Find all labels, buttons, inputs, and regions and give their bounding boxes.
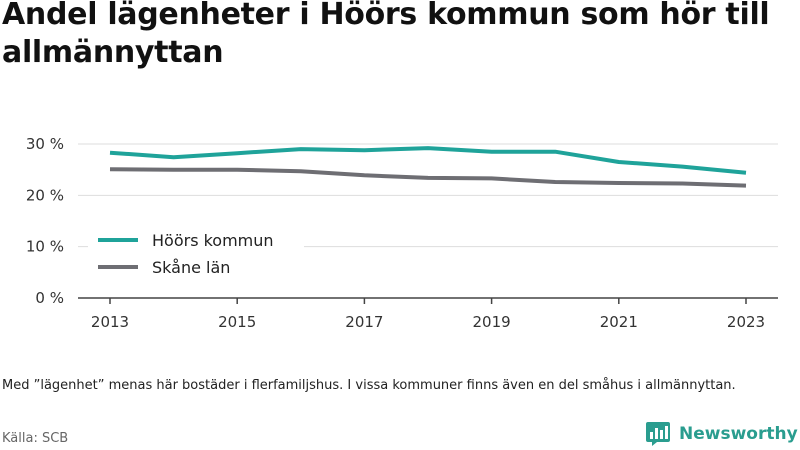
data-point bbox=[553, 180, 557, 184]
data-point bbox=[362, 148, 366, 152]
data-point bbox=[172, 168, 176, 172]
legend-background bbox=[88, 225, 304, 283]
y-axis-ticks: 0 % 10 % 20 % 30 % bbox=[26, 135, 64, 307]
legend-label: Skåne län bbox=[152, 258, 230, 277]
data-point bbox=[490, 176, 494, 180]
series-line-skane-lan bbox=[109, 167, 747, 188]
series-lines bbox=[108, 146, 748, 188]
brand-logo[interactable]: Newsworthy bbox=[645, 420, 798, 448]
data-point bbox=[617, 160, 621, 164]
data-point bbox=[172, 155, 176, 159]
series-line-hoors-kommun bbox=[109, 146, 747, 175]
data-point bbox=[235, 151, 239, 155]
data-point bbox=[108, 151, 112, 155]
data-point bbox=[426, 176, 430, 180]
data-point bbox=[744, 184, 748, 188]
line-chart: 0 % 10 % 20 % 30 % 2013 2015 2017 2019 2021 2023… bbox=[26, 135, 778, 331]
x-axis: 2013 2015 2017 2019 2021 2023 bbox=[78, 297, 778, 331]
footnote: Med ”lägenhet” menas här bostäder i fler… bbox=[2, 378, 736, 393]
y-tick-label: 10 % bbox=[26, 238, 64, 256]
data-point bbox=[426, 146, 430, 150]
legend-label: Höörs kommun bbox=[152, 231, 274, 250]
source-label: Källa: SCB bbox=[2, 431, 69, 446]
x-tick-label: 2019 bbox=[473, 313, 511, 331]
x-tick-label: 2013 bbox=[91, 313, 129, 331]
legend: Höörs kommun Skåne län bbox=[88, 225, 304, 283]
data-point bbox=[235, 168, 239, 172]
y-tick-label: 30 % bbox=[26, 135, 64, 153]
data-point bbox=[617, 181, 621, 185]
data-point bbox=[299, 147, 303, 151]
data-point bbox=[553, 150, 557, 154]
x-tick-label: 2021 bbox=[600, 313, 638, 331]
data-point bbox=[362, 173, 366, 177]
newsworthy-logo-icon bbox=[646, 422, 670, 446]
data-point bbox=[680, 165, 684, 169]
brand-name: Newsworthy bbox=[679, 424, 798, 444]
y-tick-label: 0 % bbox=[35, 289, 64, 307]
x-tick-label: 2023 bbox=[727, 313, 765, 331]
data-point bbox=[108, 167, 112, 171]
x-tick-label: 2015 bbox=[218, 313, 256, 331]
data-point bbox=[680, 182, 684, 186]
y-tick-label: 20 % bbox=[26, 186, 64, 204]
data-point bbox=[744, 171, 748, 175]
data-point bbox=[490, 150, 494, 154]
x-tick-label: 2017 bbox=[345, 313, 383, 331]
data-point bbox=[299, 169, 303, 173]
chart-title: Andel lägenheter i Höörs kommun som hör … bbox=[2, 0, 770, 70]
